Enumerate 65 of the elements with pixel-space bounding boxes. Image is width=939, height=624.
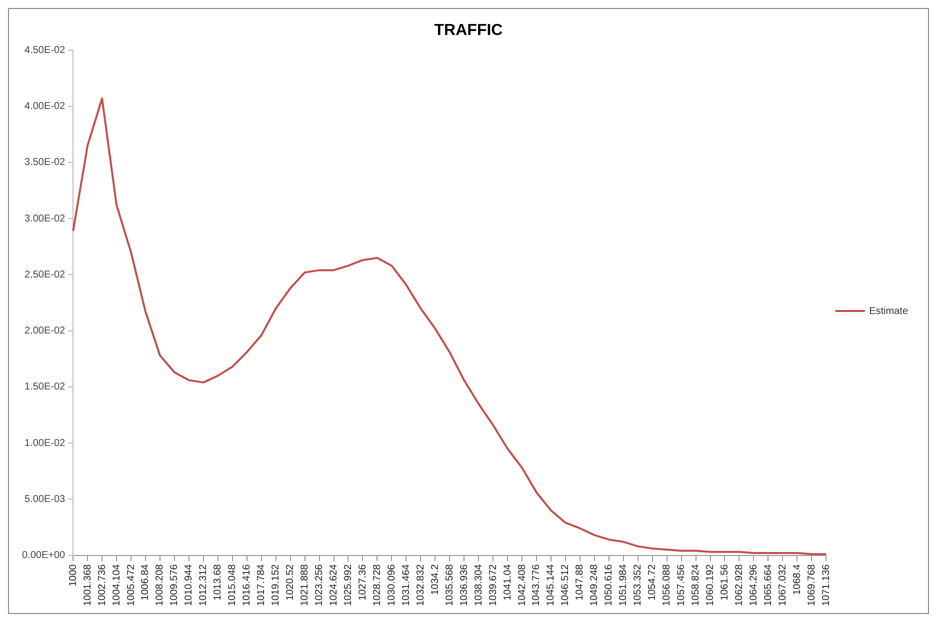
- x-tick-label: 1056.088: [662, 564, 673, 606]
- x-tick-label: 1038.304: [473, 564, 484, 606]
- x-tick-label: 1061.56: [719, 564, 730, 600]
- x-tick-label: 1010.944: [184, 564, 195, 606]
- x-tick-label: 1035.568: [444, 564, 456, 606]
- x-tick-label: 1002.736: [96, 564, 108, 606]
- x-tick-label: 1053.352: [632, 564, 644, 606]
- y-tick-label: 1.50E-02: [24, 382, 66, 393]
- x-tick-label: 1064.296: [748, 564, 760, 606]
- x-tick-label: 1071.136: [820, 564, 832, 606]
- x-tick-label: 1015.048: [227, 564, 238, 606]
- y-tick-label: 1.00E-02: [24, 438, 66, 449]
- x-tick-label: 1043.776: [531, 564, 542, 606]
- x-tick-label: 1047.88: [574, 564, 586, 600]
- x-tick-label: 1001.368: [82, 564, 94, 606]
- y-tick-label: 0.00E+00: [22, 550, 66, 562]
- x-tick-label: 1069.768: [806, 564, 818, 606]
- x-tick-label: 1004.104: [111, 564, 122, 606]
- x-tick-label: 1039.672: [488, 564, 499, 606]
- x-tick-label: 1027.36: [357, 564, 368, 600]
- x-tick-label: 1019.152: [270, 564, 282, 606]
- x-tick-label: 1030.096: [386, 564, 398, 606]
- x-tick-label: 1024.624: [328, 564, 340, 606]
- x-tick-label: 1068.4: [792, 564, 803, 595]
- x-tick-label: 1046.512: [560, 564, 572, 606]
- x-tick-label: 1028.728: [372, 564, 383, 606]
- y-tick-label: 4.00E-02: [24, 101, 66, 112]
- x-tick-label: 1067.032: [777, 564, 788, 606]
- x-tick-label: 1049.248: [589, 564, 600, 606]
- x-tick-label: 1000: [68, 564, 79, 587]
- legend-label: Estimate: [869, 306, 908, 317]
- y-tick-label: 2.00E-02: [24, 326, 66, 337]
- x-tick-label: 1005.472: [126, 564, 137, 606]
- chart-title: TRAFFIC: [434, 22, 504, 40]
- y-tick-label: 5.00E-03: [24, 494, 66, 505]
- x-tick-label: 1013.68: [212, 564, 224, 600]
- x-tick-label: 1042.408: [516, 564, 528, 606]
- x-tick-label: 1051.984: [618, 564, 630, 606]
- x-tick-label: 1065.664: [762, 564, 774, 606]
- x-tick-label: 1023.256: [314, 564, 326, 606]
- x-tick-label: 1006.84: [140, 564, 152, 600]
- x-tick-label: 1045.144: [546, 564, 557, 606]
- y-tick-label: 3.50E-02: [24, 157, 66, 168]
- x-tick-label: 1060.192: [705, 564, 716, 606]
- x-tick-label: 1036.936: [458, 564, 470, 606]
- x-tick-label: 1058.824: [690, 564, 702, 606]
- x-tick-label: 1050.616: [604, 564, 615, 606]
- x-tick-label: 1020.52: [285, 564, 296, 600]
- x-tick-label: 1031.464: [400, 564, 412, 606]
- x-tick-label: 1054.72: [647, 564, 658, 600]
- x-tick-label: 1062.928: [734, 564, 745, 606]
- x-tick-label: 1021.888: [300, 564, 311, 606]
- x-tick-label: 1057.456: [676, 564, 688, 606]
- y-tick-label: 2.50E-02: [24, 269, 66, 280]
- x-tick-label: 1032.832: [415, 564, 426, 606]
- x-tick-label: 1012.312: [198, 564, 210, 606]
- x-tick-label: 1034.2: [430, 564, 441, 595]
- x-tick-label: 1008.208: [154, 564, 166, 606]
- x-tick-label: 1017.784: [256, 564, 268, 606]
- y-tick-label: 3.00E-02: [24, 213, 66, 224]
- x-tick-label: 1025.992: [342, 564, 354, 606]
- x-tick-label: 1009.576: [169, 564, 180, 606]
- y-tick-label: 4.50E-02: [24, 44, 66, 56]
- x-tick-label: 1041.04: [502, 564, 514, 600]
- x-tick-label: 1016.416: [242, 564, 253, 606]
